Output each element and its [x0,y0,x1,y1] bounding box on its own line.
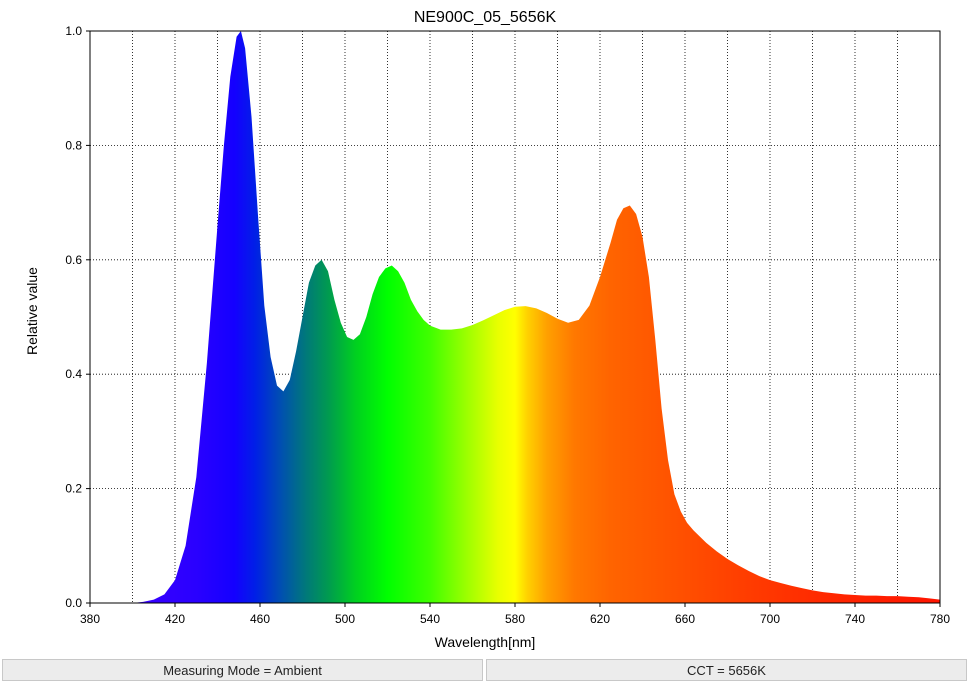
y-tick-label: 0.0 [65,596,82,610]
spectrum-chart: NE900C_05_5656K 380 420 460 500 540 580 620 660… [24,9,950,650]
y-tick-label: 0.8 [65,138,82,152]
x-tick-label: 540 [420,612,440,626]
x-tick-label: 460 [250,612,270,626]
x-axis-label: Wavelength[nm] [435,634,536,650]
x-tick-label: 580 [505,612,525,626]
x-tick-label: 420 [165,612,185,626]
y-axis-label: Relative value [24,267,40,355]
x-tick-label: 780 [930,612,950,626]
status-bar: Measuring Mode = Ambient CCT = 5656K [0,657,970,683]
x-axis-ticks: 380 420 460 500 540 580 620 660 700 740 780 [80,603,950,626]
x-tick-label: 500 [335,612,355,626]
x-tick-label: 740 [845,612,865,626]
x-tick-label: 380 [80,612,100,626]
y-tick-label: 0.4 [65,367,82,381]
y-axis-ticks: 0.0 0.2 0.4 0.6 0.8 1.0 [65,24,90,610]
cct-status: CCT = 5656K [486,659,967,681]
chart-title: NE900C_05_5656K [414,9,557,26]
y-tick-label: 1.0 [65,24,82,38]
y-tick-label: 0.6 [65,253,82,267]
x-tick-label: 660 [675,612,695,626]
y-tick-label: 0.2 [65,482,82,496]
x-tick-label: 700 [760,612,780,626]
spectrum-area [132,31,940,603]
measuring-mode-status: Measuring Mode = Ambient [2,659,483,681]
x-tick-label: 620 [590,612,610,626]
